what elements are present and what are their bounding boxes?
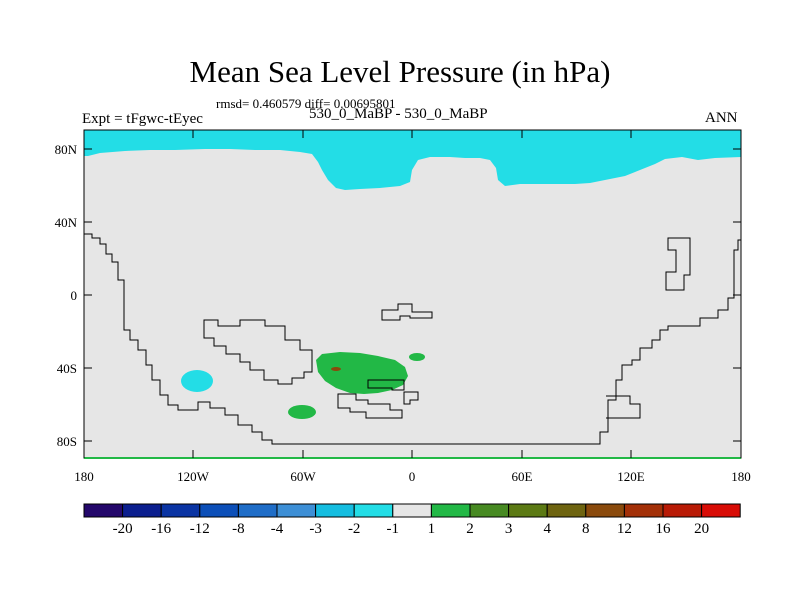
continent-outline-south-center — [203, 319, 313, 385]
colorbar-label: 1 — [428, 521, 436, 537]
colorbar-box — [83, 503, 124, 518]
island-outline-south-c — [403, 391, 419, 405]
colorbar-box — [353, 503, 394, 518]
season-label: ANN — [705, 110, 738, 126]
southern-negative-region — [181, 370, 213, 392]
map-background — [84, 130, 741, 458]
lat-label-40n: 40N — [55, 215, 78, 230]
colorbar — [83, 503, 741, 518]
lat-label-80n: 80N — [55, 142, 78, 157]
island-outline-south-a — [367, 379, 405, 391]
colorbar-box — [430, 503, 471, 518]
colorbar-box — [469, 503, 510, 518]
lon-label-120e: 120E — [617, 469, 645, 484]
island-outline-equatorial — [381, 303, 433, 321]
colorbar-label: 3 — [505, 521, 513, 537]
colorbar-label: -12 — [190, 521, 210, 537]
colorbar-label: 20 — [694, 521, 709, 537]
lat-label-80s: 80S — [57, 434, 77, 449]
lon-label-60w: 60W — [290, 469, 316, 484]
colorbar-box — [585, 503, 625, 518]
chart-title: Mean Sea Level Pressure (in hPa) — [189, 54, 611, 89]
lon-tick-marks — [83, 130, 742, 458]
colorbar-box — [237, 503, 278, 518]
colorbar-label: -4 — [271, 521, 284, 537]
colorbar-box — [199, 503, 239, 518]
colorbar-label: -20 — [113, 521, 133, 537]
colorbar-box — [701, 503, 741, 518]
colorbar-label: -1 — [387, 521, 400, 537]
colorbar-box — [392, 503, 432, 518]
colorbar-box — [315, 503, 355, 518]
colorbar-label: -8 — [232, 521, 245, 537]
colorbar-box — [508, 503, 548, 518]
small-positive-region-south — [288, 405, 316, 419]
lat-label-40s: 40S — [57, 361, 77, 376]
colorbar-label: 12 — [617, 521, 632, 537]
colorbar-box — [662, 503, 703, 518]
continent-outline-east-pieces — [606, 237, 691, 419]
colorbar-label: 8 — [582, 521, 590, 537]
colorbar-label: -3 — [309, 521, 322, 537]
continent-outlines — [84, 233, 741, 445]
colorbar-box — [276, 503, 317, 518]
lon-label-120w: 120W — [177, 469, 210, 484]
experiment-label: Expt = tFgwc-tEyec — [82, 111, 203, 127]
lon-label-180e: 180 — [731, 469, 751, 484]
southern-positive-region — [316, 352, 408, 394]
subtitle-label: 530_0_MaBP - 530_0_MaBP — [309, 106, 488, 122]
lon-label-60e: 60E — [512, 469, 533, 484]
lat-tick-marks — [84, 148, 741, 442]
rmsd-diff-stats: rmsd= 0.460579 diff= 0.00695801 — [216, 96, 396, 111]
colorbar-box — [160, 503, 201, 518]
strong-positive-spot — [331, 367, 341, 371]
colorbar-box — [122, 503, 162, 518]
colorbar-labels: -20 -16 -12 -8 -4 -3 -2 -1 1 2 3 4 8 12 16 20 — [113, 521, 709, 537]
colorbar-label: 4 — [543, 521, 551, 537]
colorbar-label: 16 — [656, 521, 672, 537]
colorbar-label: -2 — [348, 521, 361, 537]
small-positive-region-east — [409, 353, 425, 361]
colorbar-box — [623, 503, 664, 518]
island-outline-south-b — [337, 393, 403, 419]
colorbar-box — [546, 503, 587, 518]
lon-label-0: 0 — [409, 469, 416, 484]
continent-outline-west — [84, 233, 741, 445]
lon-label-180w: 180 — [74, 469, 94, 484]
arctic-negative-region — [84, 130, 741, 190]
colorbar-label: 2 — [466, 521, 474, 537]
lat-label-0: 0 — [71, 288, 78, 303]
colorbar-label: -16 — [151, 521, 171, 537]
